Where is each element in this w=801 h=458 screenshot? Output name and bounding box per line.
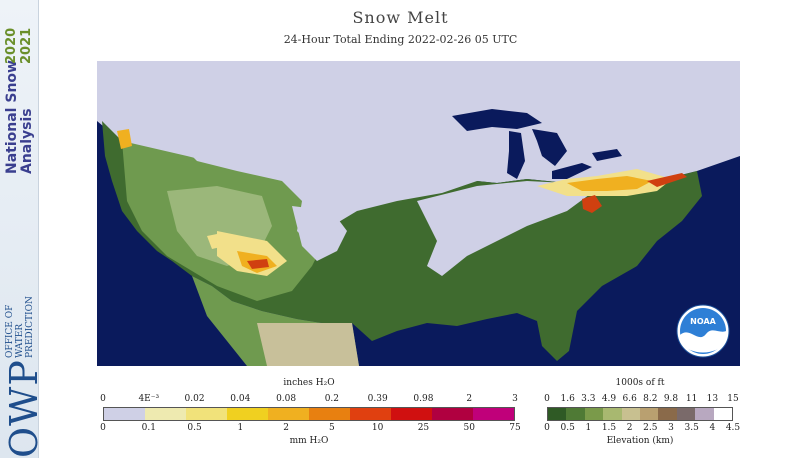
mexico-desert xyxy=(257,323,359,366)
melt-top-tick: 3 xyxy=(512,394,518,404)
elev-bottom-tick: 2 xyxy=(626,423,633,433)
elev-bottom-ticks: 0 0.5 1 1.5 2 2.5 3 3.5 4 4.5 xyxy=(544,423,740,435)
elev-bottom-tick: 0 xyxy=(544,423,550,433)
snow-melt-map xyxy=(97,61,740,366)
page-subtitle: 24-Hour Total Ending 2022-02-26 05 UTC xyxy=(283,33,518,46)
owp-line2: WATER xyxy=(15,323,25,358)
melt-swatch xyxy=(350,408,391,420)
melt-bottom-tick: 0.5 xyxy=(187,423,202,433)
owp-abbrev: OWP xyxy=(2,359,46,458)
elev-swatch xyxy=(621,408,641,420)
melt-top-tick: 0.04 xyxy=(230,394,251,404)
melt-bottom-tick: 5 xyxy=(329,423,335,433)
elev-bottom-tick: 3.5 xyxy=(684,423,699,433)
melt-swatch xyxy=(145,408,186,420)
melt-rockies xyxy=(207,233,225,249)
elev-swatch xyxy=(695,408,714,420)
melt-bottom-tick: 0 xyxy=(100,423,106,433)
elev-top-tick: 8.2 xyxy=(643,394,658,404)
melt-bottom-ticks: 0 0.1 0.5 1 2 5 10 25 50 75 xyxy=(100,423,521,435)
elev-bottom-tick: 3 xyxy=(668,423,674,433)
elev-colorbar xyxy=(547,407,733,421)
melt-bottom-tick: 2 xyxy=(283,423,289,433)
melt-bottom-tick: 50 xyxy=(463,423,475,433)
melt-top-tick: 2 xyxy=(466,394,473,404)
melt-bottom-tick: 75 xyxy=(509,423,521,433)
melt-northeast-coast xyxy=(647,173,687,187)
sidebar-title-line2: Analysis xyxy=(19,108,35,174)
lake-huron xyxy=(532,129,567,166)
melt-top-tick: 0.98 xyxy=(413,394,434,404)
melt-top-tick: 0.08 xyxy=(276,394,297,404)
melt-bottom-tick: 25 xyxy=(417,423,430,433)
elev-top-tick: 13 xyxy=(706,394,719,404)
melt-top-tick: 0.2 xyxy=(324,394,340,404)
melt-swatch xyxy=(186,408,227,420)
elev-swatch xyxy=(603,408,622,420)
melt-southwest-peak xyxy=(247,259,269,269)
elev-bottom-tick: 4 xyxy=(709,423,716,433)
melt-top-tick: 0.02 xyxy=(184,394,205,404)
lake-erie xyxy=(552,163,592,179)
elev-swatch xyxy=(713,408,733,420)
melt-top-ticks: 0 4E⁻³ 0.02 0.04 0.08 0.2 0.39 0.98 2 3 xyxy=(100,394,518,406)
melt-top-tick: 4E⁻³ xyxy=(138,394,160,404)
elev-swatch xyxy=(566,408,585,420)
melt-pacific-nw xyxy=(117,129,132,149)
melt-swatch xyxy=(104,408,145,420)
elev-bottom-tick: 1.5 xyxy=(601,423,617,433)
elev-units-top: 1000s of ft xyxy=(615,378,665,388)
sidebar: National Snow Analysis 2020 2021 OWP OFF… xyxy=(0,0,46,458)
elev-top-tick: 0 xyxy=(544,394,550,404)
map-svg xyxy=(97,61,740,366)
elev-bottom-tick: 0.5 xyxy=(560,423,575,433)
central-snow-band xyxy=(417,181,597,276)
plains-snow-cover xyxy=(177,111,527,246)
noaa-logo: NOAA xyxy=(676,304,730,358)
elev-top-tick: 9.8 xyxy=(663,394,679,404)
sidebar-title-line1: National Snow xyxy=(4,60,20,174)
elev-swatch xyxy=(584,408,604,420)
melt-colorbar xyxy=(103,407,515,421)
elev-top-tick: 4.9 xyxy=(601,394,617,404)
melt-bottom-tick: 1 xyxy=(237,423,244,433)
melt-top-tick: 0.39 xyxy=(367,394,388,404)
southwest-snow xyxy=(292,206,347,261)
melt-swatch xyxy=(227,408,268,420)
elev-bottom-tick: 2.5 xyxy=(643,423,658,433)
owp-logo: OWP OFFICE OF WATER PREDICTION xyxy=(2,262,46,458)
elev-top-tick: 3.3 xyxy=(581,394,596,404)
elev-top-tick: 15 xyxy=(727,394,739,404)
elev-swatch xyxy=(658,408,677,420)
elev-swatch xyxy=(676,408,696,420)
elev-top-ticks: 0 1.6 3.3 4.9 6.6 8.2 9.8 11 13 15 xyxy=(544,394,739,406)
elev-swatch xyxy=(640,408,659,420)
melt-bottom-tick: 10 xyxy=(371,423,384,433)
owp-line1: OFFICE OF xyxy=(5,304,15,358)
melt-swatch xyxy=(268,408,309,420)
melt-swatch xyxy=(432,408,473,420)
owp-line3: PREDICTION xyxy=(25,296,35,358)
melt-swatch xyxy=(309,408,350,420)
melt-units-top: inches H₂O xyxy=(283,378,335,388)
elev-bottom-tick: 1 xyxy=(585,423,592,433)
melt-swatch xyxy=(473,408,514,420)
melt-top-tick: 0 xyxy=(100,394,106,404)
melt-units-bottom: mm H₂O xyxy=(289,436,329,446)
melt-swatch xyxy=(391,408,432,420)
melt-appalachian-high xyxy=(567,176,652,191)
lake-michigan xyxy=(507,131,525,179)
elev-top-tick: 6.6 xyxy=(622,394,637,404)
elev-bottom-tick: 4.5 xyxy=(725,423,741,433)
melt-appalachian-peak xyxy=(582,195,602,213)
noaa-text: NOAA xyxy=(690,317,716,326)
elev-top-tick: 1.6 xyxy=(560,394,575,404)
elev-units-bottom: Elevation (km) xyxy=(606,436,674,446)
melt-bottom-tick: 0.1 xyxy=(141,423,156,433)
elev-top-tick: 11 xyxy=(685,394,698,404)
lake-ontario xyxy=(592,149,622,161)
page-title: Snow Melt xyxy=(352,8,449,27)
elev-swatch xyxy=(548,408,567,420)
lake-superior xyxy=(452,109,542,131)
